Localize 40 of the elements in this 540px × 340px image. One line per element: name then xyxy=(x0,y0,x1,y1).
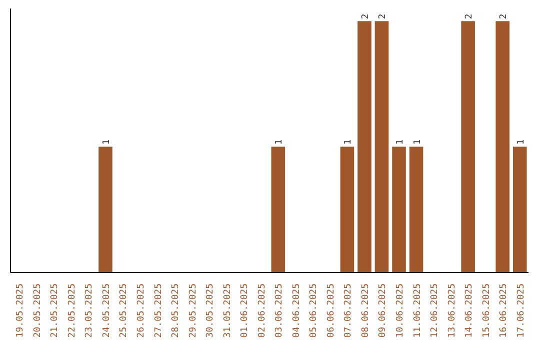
x-tick-label: 06.06.2025 xyxy=(326,283,336,338)
x-tick-label: 05.06.2025 xyxy=(309,283,320,338)
x-tick-label: 17.06.2025 xyxy=(516,283,526,338)
x-tick-label: 14.06.2025 xyxy=(464,283,475,338)
x-tick-label: 20.05.2025 xyxy=(32,283,43,338)
x-tick-label: 24.05.2025 xyxy=(102,283,112,338)
x-tick-label: 15.06.2025 xyxy=(482,283,492,338)
x-tick-label: 13.06.2025 xyxy=(447,283,458,338)
x-tick-label: 03.06.2025 xyxy=(274,283,285,338)
data-label: 1 xyxy=(274,139,285,145)
x-tick-label: 11.06.2025 xyxy=(412,283,423,338)
x-tick-label: 28.05.2025 xyxy=(171,283,182,338)
x-tick-label: 02.06.2025 xyxy=(257,283,268,338)
x-tick-label: 08.06.2025 xyxy=(360,283,371,338)
x-tick-label: 25.05.2025 xyxy=(119,283,130,338)
x-tick-label: 12.06.2025 xyxy=(430,283,440,338)
data-label: 2 xyxy=(499,14,510,20)
data-label: 1 xyxy=(516,139,526,145)
x-tick-label: 09.06.2025 xyxy=(378,283,388,338)
x-tick-label: 29.05.2025 xyxy=(188,283,198,338)
x-tick-label: 16.06.2025 xyxy=(499,283,510,338)
x-tick-label: 31.05.2025 xyxy=(222,283,233,338)
x-tick-label: 26.05.2025 xyxy=(136,283,146,338)
x-tick-label: 04.06.2025 xyxy=(292,283,302,338)
data-label: 1 xyxy=(102,139,112,145)
data-label: 1 xyxy=(344,139,354,145)
x-tick-label: 23.05.2025 xyxy=(84,283,95,338)
data-label: 1 xyxy=(412,139,423,145)
x-tick-label: 01.06.2025 xyxy=(240,283,250,338)
data-label: 2 xyxy=(360,14,371,20)
x-tick-label: 27.05.2025 xyxy=(154,283,164,338)
x-tick-label: 19.05.2025 xyxy=(16,283,26,338)
x-tick-label: 30.05.2025 xyxy=(206,283,216,338)
data-label: 1 xyxy=(396,139,406,145)
data-label: 2 xyxy=(378,14,388,20)
data-label: 2 xyxy=(464,14,475,20)
x-tick-label: 22.05.2025 xyxy=(67,283,78,338)
x-tick-label: 21.05.2025 xyxy=(50,283,60,338)
x-tick-label: 07.06.2025 xyxy=(344,283,354,338)
x-tick-label: 10.06.2025 xyxy=(396,283,406,338)
